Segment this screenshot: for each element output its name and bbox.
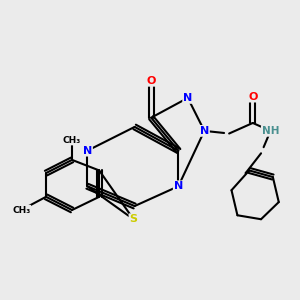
- Text: N: N: [83, 146, 92, 156]
- Text: CH₃: CH₃: [12, 206, 30, 214]
- Text: O: O: [248, 92, 257, 102]
- Text: N: N: [183, 93, 192, 103]
- Text: N: N: [200, 126, 209, 136]
- Text: O: O: [146, 76, 156, 86]
- Text: CH₃: CH₃: [63, 136, 81, 145]
- Text: NH: NH: [262, 126, 279, 136]
- Text: N: N: [174, 181, 183, 191]
- Text: S: S: [130, 214, 137, 224]
